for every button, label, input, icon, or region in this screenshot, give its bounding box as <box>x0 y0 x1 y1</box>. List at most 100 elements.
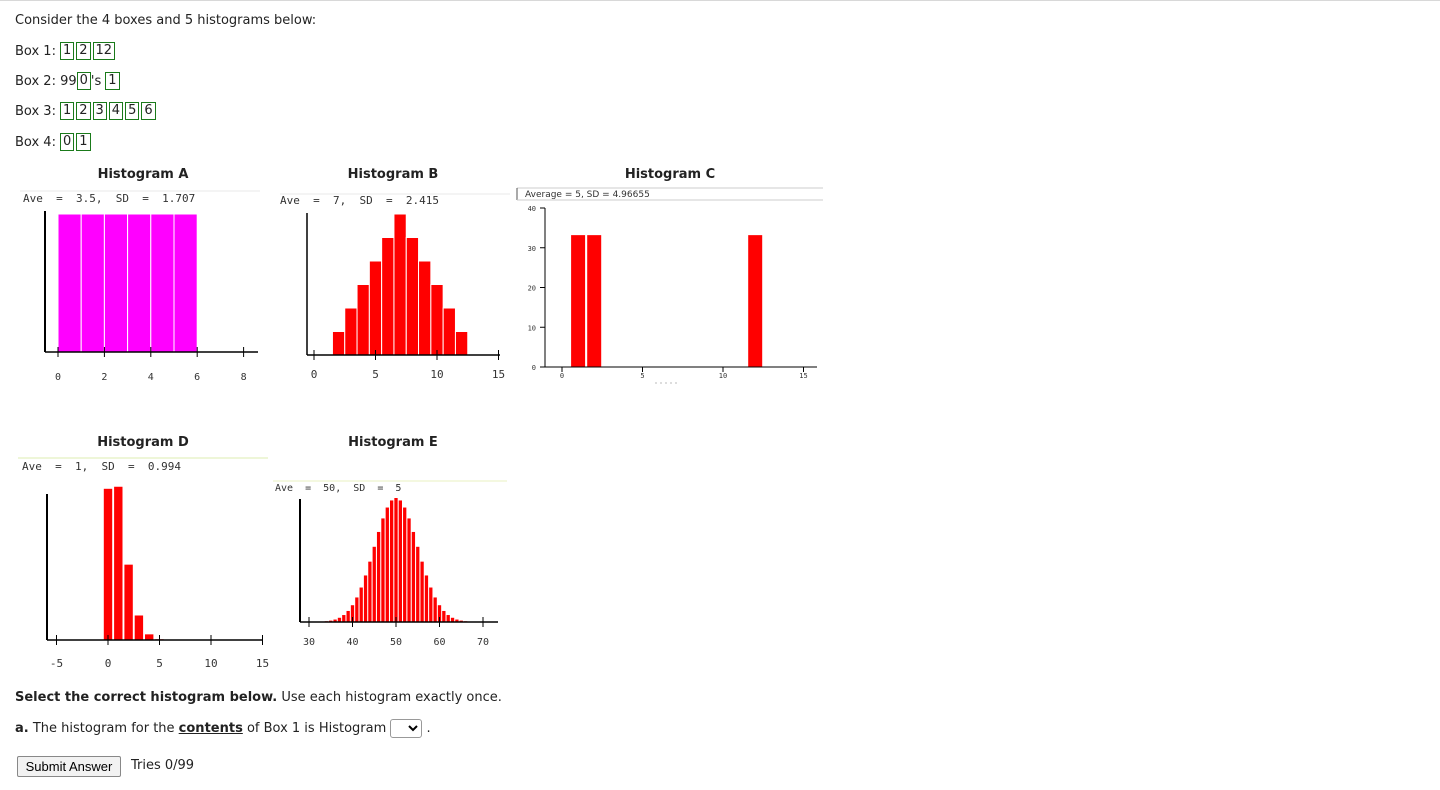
prompt-rest: Use each histogram exactly once. <box>277 690 502 705</box>
histogram-bar <box>405 237 420 356</box>
histogram-bar <box>356 284 370 356</box>
tick-label: 30 <box>528 245 536 253</box>
histogram-bar <box>450 617 455 622</box>
histogram-bar <box>337 617 342 622</box>
histogram-bar <box>359 587 363 622</box>
tick-label: 50 <box>390 637 402 648</box>
tick-label: 5 <box>640 372 644 380</box>
tick-label: 40 <box>346 637 358 648</box>
histogram-a-chart: Ave = 3.5, SD = 1.707 0 2 4 6 8 <box>20 190 260 383</box>
ticket: 2 <box>76 102 91 120</box>
histogram-bar <box>368 561 372 622</box>
tick-label: 0 <box>560 372 564 380</box>
histogram-bar <box>411 531 416 622</box>
histogram-bar <box>403 507 407 622</box>
intro-text: Consider the 4 boxes and 5 histograms be… <box>15 13 317 28</box>
tries-counter: Tries 0/99 <box>131 758 195 773</box>
histogram-bar <box>372 546 376 622</box>
histogram-bar <box>385 507 389 622</box>
histogram-a-title: Histogram A <box>97 167 189 182</box>
histogram-bar <box>133 614 145 641</box>
histogram-bar <box>57 213 82 353</box>
box-label: Box 4: <box>15 134 56 150</box>
histogram-bar <box>390 500 394 622</box>
histogram-bar <box>393 213 407 356</box>
ticket: 12 <box>92 42 116 60</box>
ticket: 1 <box>105 72 120 90</box>
histogram-bar <box>446 615 450 622</box>
ticket: 5 <box>125 102 140 120</box>
ticket: 1 <box>76 133 91 151</box>
tick-label: 20 <box>528 285 536 293</box>
histogram-a-stats: Ave = 3.5, SD = 1.707 <box>23 192 195 205</box>
histogram-bar <box>418 260 432 356</box>
ticket: 1 <box>59 102 75 120</box>
tick-label: 5 <box>156 657 163 670</box>
histogram-bar <box>150 213 175 353</box>
histogram-select[interactable] <box>390 719 423 738</box>
histogram-bar <box>454 331 469 356</box>
tick-label: 4 <box>148 372 154 383</box>
histogram-b-stats: Ave = 7, SD = 2.415 <box>280 194 439 207</box>
histogram-c-title: Histogram C <box>624 167 716 182</box>
tick-label: 5 <box>372 368 379 381</box>
tick-label: 10 <box>430 368 443 381</box>
ticket: 4 <box>108 102 124 120</box>
histogram-bar <box>437 605 442 622</box>
tick-label: 0 <box>105 657 112 670</box>
part-a-text: of Box 1 is Histogram <box>242 721 391 736</box>
histogram-b-chart: Ave = 7, SD = 2.415 0 5 10 15 <box>280 193 510 381</box>
box-label: Box 3: <box>15 103 56 119</box>
box-2-line: Box 2: 99 0 's 1 <box>15 72 120 90</box>
ticket: 0 <box>76 72 91 90</box>
histogram-bar <box>381 237 395 356</box>
histogram-e-stats: Ave = 50, SD = 5 <box>275 483 401 494</box>
histogram-c-chart: Average = 5, SD = 4.96655 40 30 20 10 0 0 5 10… <box>516 187 823 384</box>
top-divider <box>0 0 1440 1</box>
ticket: 0 <box>59 133 75 151</box>
histogram-bar <box>376 531 381 622</box>
box-label: Box 2: 99 <box>15 73 77 89</box>
histogram-bar <box>333 619 337 622</box>
ticket: 2 <box>76 42 91 60</box>
histogram-bar <box>747 234 764 368</box>
histogram-bar <box>407 518 411 622</box>
histogram-bar <box>381 518 385 622</box>
histogram-bar <box>346 610 350 622</box>
prompt-bold: Select the correct histogram below. <box>15 690 278 705</box>
question-a: a. The histogram for the contents of Box… <box>15 719 431 738</box>
box-label: Box 1: <box>15 43 56 59</box>
part-a-text: The histogram for the <box>28 721 179 736</box>
histogram-bar <box>394 498 398 622</box>
histogram-bar <box>430 284 444 356</box>
tick-label: 40 <box>528 205 536 213</box>
tick-label: 70 <box>477 637 489 648</box>
tick-label: 6 <box>194 372 200 383</box>
tick-label: 0 <box>55 372 61 383</box>
ticket: 6 <box>141 102 156 120</box>
box-suffix: 's <box>90 73 102 89</box>
tick-label: 8 <box>241 372 247 383</box>
tick-label: 2 <box>101 372 107 383</box>
histogram-bar <box>368 260 383 356</box>
histogram-bar <box>173 213 198 353</box>
histogram-e-chart: Ave = 50, SD = 5 30 40 50 60 70 <box>273 480 507 648</box>
tick-label: 10 <box>528 324 536 332</box>
histogram-bar <box>127 213 152 353</box>
histogram-bar <box>570 234 587 368</box>
histogram-e-title: Histogram E <box>348 435 438 450</box>
submit-answer-button[interactable]: Submit Answer <box>17 756 121 777</box>
histogram-bar <box>455 619 459 622</box>
tick-label: 0 <box>311 368 318 381</box>
histogram-bar <box>102 487 114 641</box>
contents-link[interactable]: contents <box>178 721 243 736</box>
tick-label: 60 <box>433 637 445 648</box>
tick-label: 15 <box>492 368 505 381</box>
histogram-bar <box>344 307 358 356</box>
histogram-bar <box>355 597 359 622</box>
part-a-end: . <box>426 721 431 736</box>
histogram-bar <box>350 605 355 622</box>
histogram-bar <box>586 234 603 368</box>
histogram-bar <box>442 610 446 622</box>
tick-label: 10 <box>204 657 217 670</box>
